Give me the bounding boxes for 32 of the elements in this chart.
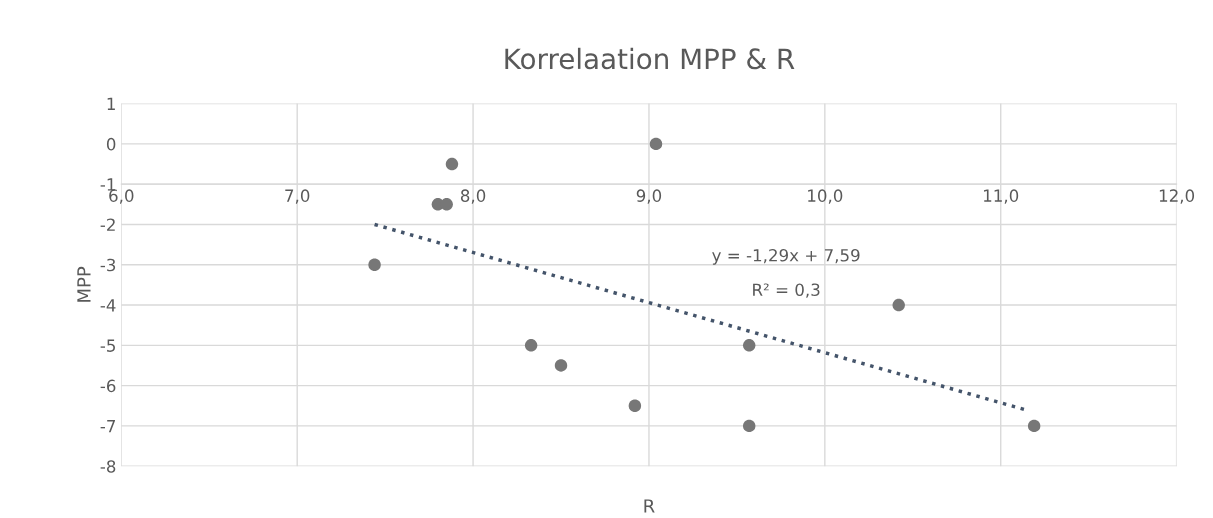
y-tick-label: 1 — [107, 97, 115, 110]
chart-title: Korrelaation MPP & R — [505, 47, 795, 70]
point — [368, 258, 381, 271]
point — [628, 399, 642, 412]
y-tick-label: -2 — [100, 218, 115, 231]
point — [892, 298, 905, 312]
annotation: y = -1,29x + 7,59 — [712, 248, 860, 265]
y-tick-label: -8 — [100, 460, 116, 473]
y-tick-label: -1 — [100, 178, 115, 191]
point — [743, 339, 756, 352]
x-axis-title: R — [644, 499, 655, 513]
point — [554, 359, 568, 372]
x-tick-label: 12,0 — [1159, 189, 1195, 204]
x-tick-label: 10,0 — [808, 189, 843, 204]
x-tick-label: 8,0 — [460, 189, 486, 204]
y-tick-label: -3 — [100, 258, 116, 272]
y-tick-label: 0 — [106, 137, 116, 151]
y-tick-label: -6 — [100, 379, 116, 393]
point — [445, 157, 459, 171]
point — [1027, 419, 1041, 433]
y-tick-label: -5 — [100, 339, 115, 352]
point — [743, 419, 756, 433]
x-tick-label: 11,0 — [984, 189, 1019, 204]
y-tick-label: -7 — [100, 420, 116, 433]
x-tick-label: 7,0 — [285, 189, 310, 204]
x-tick-label: 6,0 — [109, 189, 134, 204]
y-axis-title: MPP — [77, 266, 91, 302]
annotation: R² = 0,3 — [753, 283, 820, 298]
point — [649, 137, 663, 151]
y-tick-label: -4 — [100, 299, 116, 312]
x-tick-label: 9,0 — [636, 189, 662, 204]
point — [524, 339, 538, 352]
